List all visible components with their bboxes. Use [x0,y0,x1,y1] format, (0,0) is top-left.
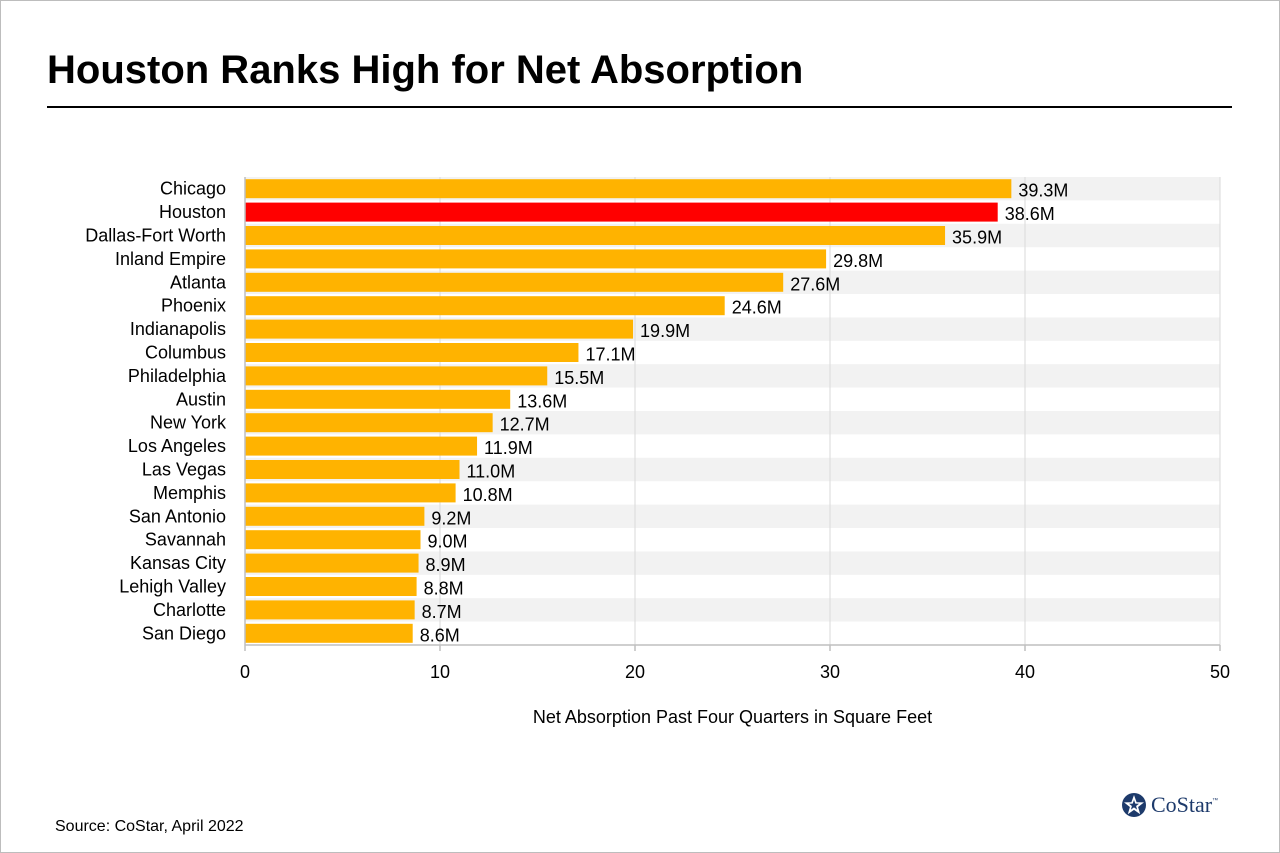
category-label: Dallas-Fort Worth [85,226,226,246]
data-label: 17.1M [585,345,635,365]
x-axis-title: Net Absorption Past Four Quarters in Squ… [533,707,932,727]
bar-chicago [245,179,1012,199]
data-label: 11.9M [484,438,533,458]
title-divider [47,106,1232,108]
data-label: 39.3M [1018,181,1068,201]
category-label: Las Vegas [142,460,226,480]
x-tick-label: 40 [1015,662,1035,682]
bar-phoenix [245,296,725,316]
source-note: Source: CoStar, April 2022 [55,818,244,835]
bar-memphis [245,483,456,503]
category-label: Savannah [145,530,226,550]
row-stripe [245,598,1220,622]
category-label: Lehigh Valley [119,577,226,597]
category-label: Austin [176,389,226,409]
category-label: Charlotte [153,600,226,620]
category-label: San Antonio [129,506,226,526]
category-label: Philadelphia [128,366,227,386]
category-label: Columbus [145,343,226,363]
x-tick-label: 20 [625,662,645,682]
category-label: Los Angeles [128,436,226,456]
category-label: Phoenix [161,296,226,316]
data-label: 27.6M [790,274,840,294]
logo-wordmark: CoStar [1151,792,1213,817]
data-label: 9.0M [428,532,468,552]
bar-columbus [245,343,579,362]
bar-las-vegas [245,460,460,479]
x-tick-label: 30 [820,662,840,682]
bar-inland-empire [245,249,827,269]
data-label: 19.9M [640,321,690,341]
data-label: 29.8M [833,251,883,271]
data-label: 38.6M [1005,204,1055,224]
data-label: 15.5M [554,368,604,388]
x-tick-label: 10 [430,662,450,682]
data-label: 8.9M [426,555,466,575]
bar-san-diego [245,623,413,643]
x-tick-label: 0 [240,662,250,682]
logo-trademark: ™ [1212,798,1219,804]
row-stripe [245,504,1220,528]
bar-charlotte [245,600,415,620]
bar-lehigh-valley [245,577,417,596]
bar-philadelphia [245,366,548,386]
bar-atlanta [245,272,784,292]
bar-austin [245,389,511,409]
row-stripe [245,457,1220,482]
data-label: 24.6M [732,298,782,318]
data-label: 9.2M [431,508,471,528]
data-label: 13.6M [517,391,567,411]
costar-star-icon [1122,793,1146,817]
bar-houston [245,202,998,222]
bar-savannah [245,530,421,550]
bar-san-antonio [245,506,425,526]
costar-logo: CoStar ™ [1121,792,1218,818]
bar-indianapolis [245,319,634,339]
category-label: Atlanta [170,272,227,292]
x-tick-label: 50 [1210,662,1230,682]
data-label: 12.7M [500,415,550,435]
category-label: Indianapolis [130,319,226,339]
category-label: Memphis [153,483,226,503]
data-label: 8.8M [424,579,464,599]
category-label: San Diego [142,623,226,643]
data-label: 35.9M [952,228,1002,248]
data-label: 11.0M [467,462,516,482]
category-label: Chicago [160,179,226,199]
bar-kansas-city [245,553,419,573]
category-label: Inland Empire [115,249,226,269]
chart-title: Houston Ranks High for Net Absorption [47,48,804,92]
bar-dallas-fort-worth [245,226,946,245]
bar-los-angeles [245,436,478,456]
category-label: Kansas City [130,553,226,573]
data-label: 8.6M [420,625,460,645]
row-stripe [245,551,1220,575]
category-label: Houston [159,202,226,222]
bar-new-york [245,413,493,433]
data-label: 10.8M [463,485,513,505]
category-label: New York [150,413,227,433]
data-label: 8.7M [422,602,462,622]
